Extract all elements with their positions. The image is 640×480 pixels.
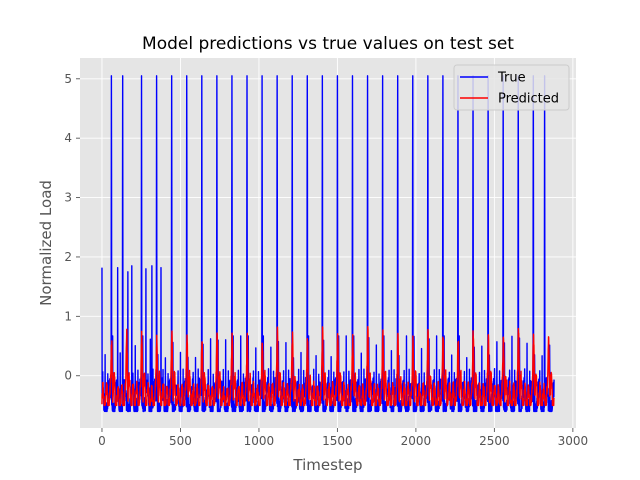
x-axis-label: Timestep <box>292 456 362 474</box>
legend-label: True <box>497 71 526 86</box>
x-tick-labels: 0 500 1000 1500 2000 2500 3000 <box>98 428 588 448</box>
x-tick-label: 2000 <box>401 434 432 448</box>
x-tick-label: 500 <box>169 434 192 448</box>
y-axis-label: Normalized Load <box>37 180 55 306</box>
x-tick-label: 0 <box>98 434 106 448</box>
y-tick-labels: 0 1 2 3 4 5 <box>64 72 80 383</box>
x-tick-label: 1500 <box>322 434 353 448</box>
y-tick-label: 5 <box>64 72 72 86</box>
y-tick-label: 3 <box>64 191 72 205</box>
legend-label: Predicted <box>498 92 559 107</box>
y-tick-label: 2 <box>64 250 72 264</box>
chart-title: Model predictions vs true values on test… <box>142 34 514 54</box>
x-tick-label: 1000 <box>244 434 275 448</box>
legend: True Predicted <box>453 64 570 111</box>
x-tick-label: 2500 <box>479 434 510 448</box>
plot-area <box>80 58 576 428</box>
y-tick-label: 1 <box>64 309 72 323</box>
series-lines <box>101 75 555 413</box>
series-line-predicted <box>101 325 555 407</box>
y-tick-label: 4 <box>64 131 72 145</box>
x-tick-label: 3000 <box>558 434 589 448</box>
y-tick-label: 0 <box>64 369 72 383</box>
